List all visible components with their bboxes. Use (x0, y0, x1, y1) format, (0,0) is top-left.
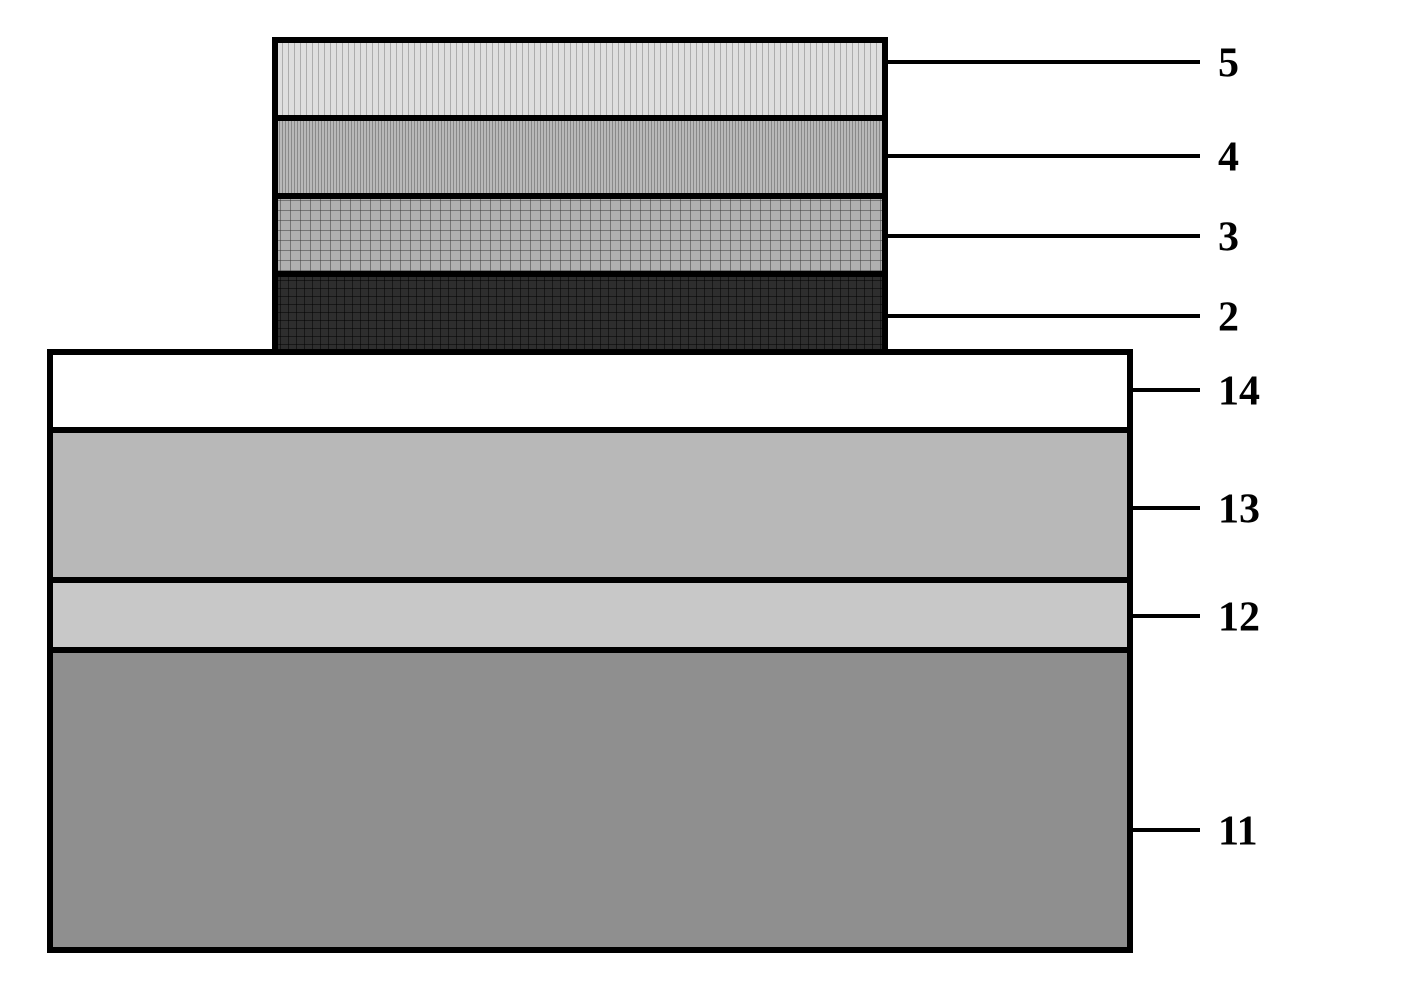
layer-label-2: 2 (1218, 295, 1239, 341)
layer-label-5: 5 (1218, 41, 1239, 87)
layer-label-3: 3 (1218, 215, 1239, 261)
layer-13: 13 (50, 430, 1260, 580)
layer-5: 5 (275, 40, 1239, 118)
layer-2: 2 (275, 274, 1239, 352)
layer-label-14: 14 (1218, 369, 1260, 415)
layer-label-11: 11 (1218, 809, 1258, 855)
layer-11: 11 (50, 650, 1258, 950)
layer-3: 3 (275, 196, 1239, 274)
layer-14: 14 (50, 352, 1260, 430)
layer-label-13: 13 (1218, 487, 1260, 533)
layer-12: 12 (50, 580, 1260, 650)
layer-label-4: 4 (1218, 135, 1239, 181)
layer-label-12: 12 (1218, 595, 1260, 641)
layer-4: 4 (275, 118, 1239, 196)
